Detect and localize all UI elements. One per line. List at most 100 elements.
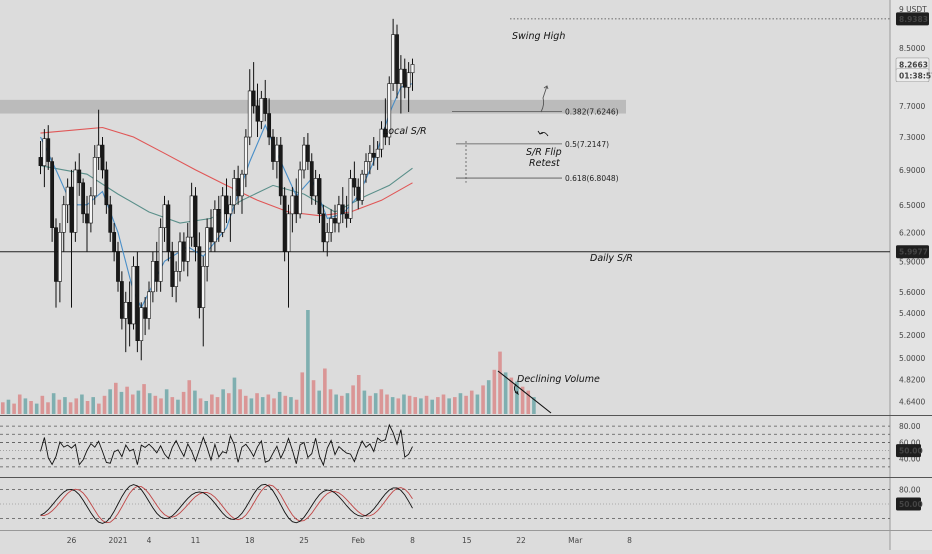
candle-body — [336, 204, 341, 224]
candle-body — [383, 128, 388, 138]
rsi-badge — [896, 444, 921, 458]
candle — [174, 261, 179, 303]
candle — [147, 281, 151, 330]
candle-body — [360, 173, 365, 201]
candle — [154, 241, 159, 292]
volume-bar — [334, 394, 338, 414]
volume-bar — [402, 394, 406, 414]
volume-bar — [187, 380, 192, 414]
time-axis-label: Feb — [352, 536, 366, 545]
candle-body — [356, 186, 361, 201]
candle-body — [251, 90, 256, 107]
volume-bar — [283, 395, 288, 414]
volume-bar — [419, 398, 423, 414]
price-badge — [896, 12, 929, 26]
candle-body — [112, 232, 117, 252]
candle — [135, 251, 140, 353]
candle-body — [398, 68, 403, 84]
candle-body — [158, 227, 163, 282]
candle — [131, 256, 136, 330]
candle-body — [294, 195, 299, 215]
candle-body — [391, 34, 396, 84]
candle-body — [348, 178, 353, 219]
candle — [391, 18, 396, 91]
candle — [69, 169, 74, 308]
volume-bar — [266, 394, 271, 414]
volume-bar — [142, 384, 146, 414]
candle — [348, 169, 353, 224]
time-axis-label: 4 — [147, 536, 152, 545]
candle-body — [81, 182, 86, 215]
time-axis-label: 15 — [462, 536, 472, 545]
volume-bar — [164, 389, 169, 414]
candle-body — [119, 281, 124, 319]
candle — [166, 200, 171, 262]
time-axis-label: 25 — [299, 536, 309, 545]
volume-bar — [407, 395, 412, 414]
candle-body — [243, 136, 248, 175]
candle-body — [92, 157, 97, 197]
candle — [387, 76, 392, 146]
time-axis-label: 22 — [516, 536, 526, 545]
candle — [139, 302, 144, 361]
rsi-line — [40, 423, 413, 467]
candle — [247, 69, 252, 146]
candle-body — [406, 72, 411, 88]
volume-bar — [12, 403, 16, 414]
volume-bar — [1, 402, 5, 414]
volume-bar — [170, 397, 175, 414]
volume-bar — [345, 393, 350, 414]
price-tick-label: 5.2000 — [899, 331, 925, 340]
volume-bar — [57, 399, 62, 414]
candle — [112, 223, 117, 262]
candle-body — [143, 307, 148, 319]
volume-bar — [243, 395, 248, 414]
candle-body — [201, 265, 206, 308]
candle-body — [154, 261, 159, 282]
volume-bar — [323, 368, 327, 414]
volume-bar — [176, 399, 180, 414]
candle-body — [57, 232, 62, 282]
candle-body — [54, 227, 58, 282]
volume-bar — [249, 398, 254, 414]
time-axis-label: 8 — [410, 536, 415, 545]
volume-bar — [232, 377, 237, 414]
candle — [123, 291, 128, 353]
candle-body — [116, 251, 120, 282]
candle — [57, 223, 62, 303]
candle-body — [38, 157, 43, 167]
volume-bar — [340, 395, 344, 414]
price-tick-label: 6.2000 — [899, 228, 925, 237]
candle-body — [73, 169, 78, 233]
annotation-daily-sr: Daily S/R — [590, 253, 633, 264]
volume-bar — [475, 394, 480, 414]
projection-arrow — [540, 85, 549, 113]
candle-body — [46, 138, 51, 162]
candle — [170, 241, 175, 298]
candle-body — [96, 144, 101, 158]
candle-body — [174, 271, 179, 287]
volume-bar — [351, 385, 355, 414]
volume-bar — [356, 375, 361, 414]
candle-body — [185, 236, 190, 262]
candle-body — [367, 152, 372, 162]
candle — [383, 98, 388, 146]
volume-bar — [396, 398, 401, 414]
candle — [274, 137, 279, 179]
candle — [178, 232, 182, 282]
candle-body — [309, 161, 314, 197]
candle-body — [85, 213, 89, 224]
volume-bar — [390, 397, 395, 414]
candle — [61, 195, 66, 252]
candle — [185, 223, 190, 277]
candle — [65, 178, 70, 224]
volume-bar — [63, 397, 67, 414]
candle-body — [298, 169, 303, 215]
candle-body — [364, 161, 368, 175]
volume-bar — [413, 397, 418, 414]
candle — [340, 187, 345, 224]
candle-body — [282, 195, 287, 252]
volume-bar — [204, 401, 208, 414]
